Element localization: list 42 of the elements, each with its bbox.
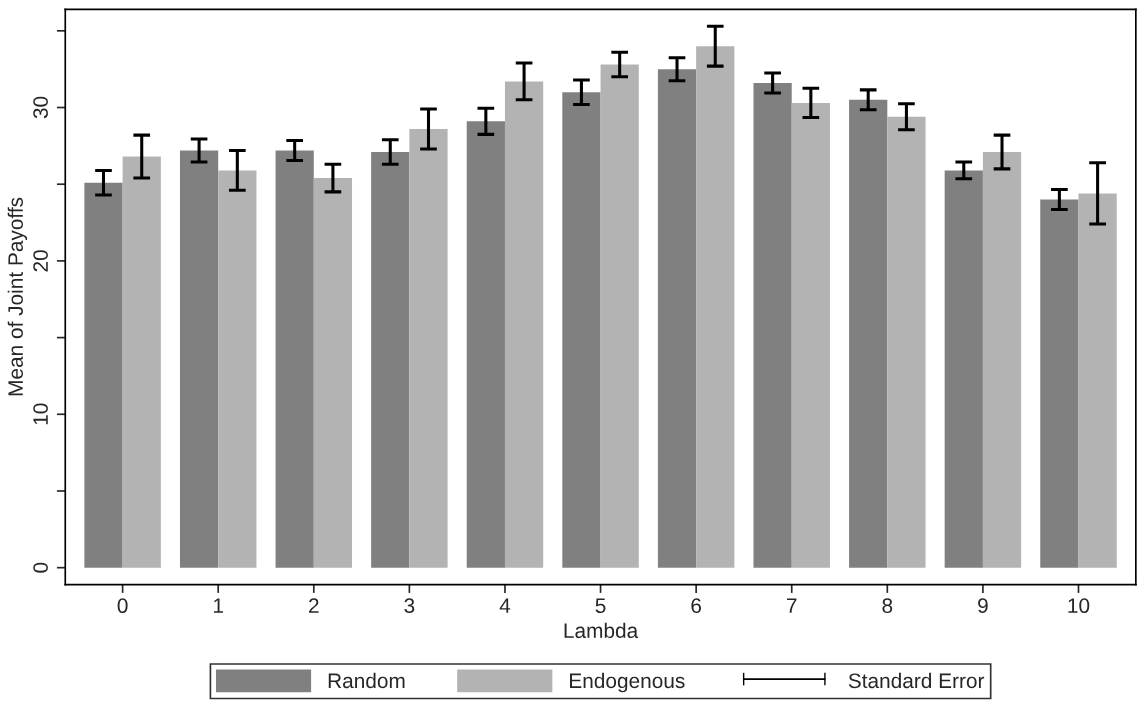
x-tick-label: 7 [787, 598, 797, 613]
x-axis-title: Lambda [564, 622, 639, 639]
bar [409, 128, 448, 568]
bar [753, 82, 792, 568]
x-tick-label: 9 [978, 598, 988, 614]
bar [562, 92, 601, 568]
bar [600, 64, 639, 568]
x-tick-label: 1 [214, 598, 223, 613]
text: Standard Error [848, 672, 985, 689]
x-tick-label: 6 [691, 598, 702, 614]
x-tick-label: 10 [1068, 598, 1090, 614]
bar [1078, 193, 1117, 568]
bar [657, 69, 697, 568]
bar [1040, 199, 1079, 568]
x-tick-label: 8 [882, 598, 893, 614]
bar [84, 182, 123, 568]
bar [944, 170, 983, 568]
bar [849, 99, 888, 568]
x-tick-label: 4 [499, 598, 511, 613]
bar [179, 150, 219, 568]
bar [275, 150, 314, 568]
bar [313, 178, 353, 568]
x-tick-label: 2 [309, 598, 319, 613]
bar [504, 81, 544, 568]
x-tick-label: 5 [595, 598, 606, 614]
x-tick-label: 3 [404, 598, 415, 614]
legend-label: Endogenous [570, 672, 685, 693]
bar [887, 116, 926, 568]
bar [122, 156, 161, 568]
legend-label: Random [328, 672, 405, 689]
y-tick-label: 20 [33, 250, 48, 272]
y-tick-label: 10 [33, 403, 48, 425]
bar [218, 170, 257, 568]
y-axis-title: Mean of Joint Payoffs [7, 197, 28, 396]
y-tick-label: 0 [33, 562, 48, 573]
y-tick-label: 30 [33, 96, 48, 119]
bar [371, 152, 410, 568]
bar [791, 102, 830, 568]
bar [466, 121, 505, 568]
x-tick-label: 0 [117, 598, 128, 614]
bar [982, 152, 1022, 568]
bar [696, 46, 735, 568]
